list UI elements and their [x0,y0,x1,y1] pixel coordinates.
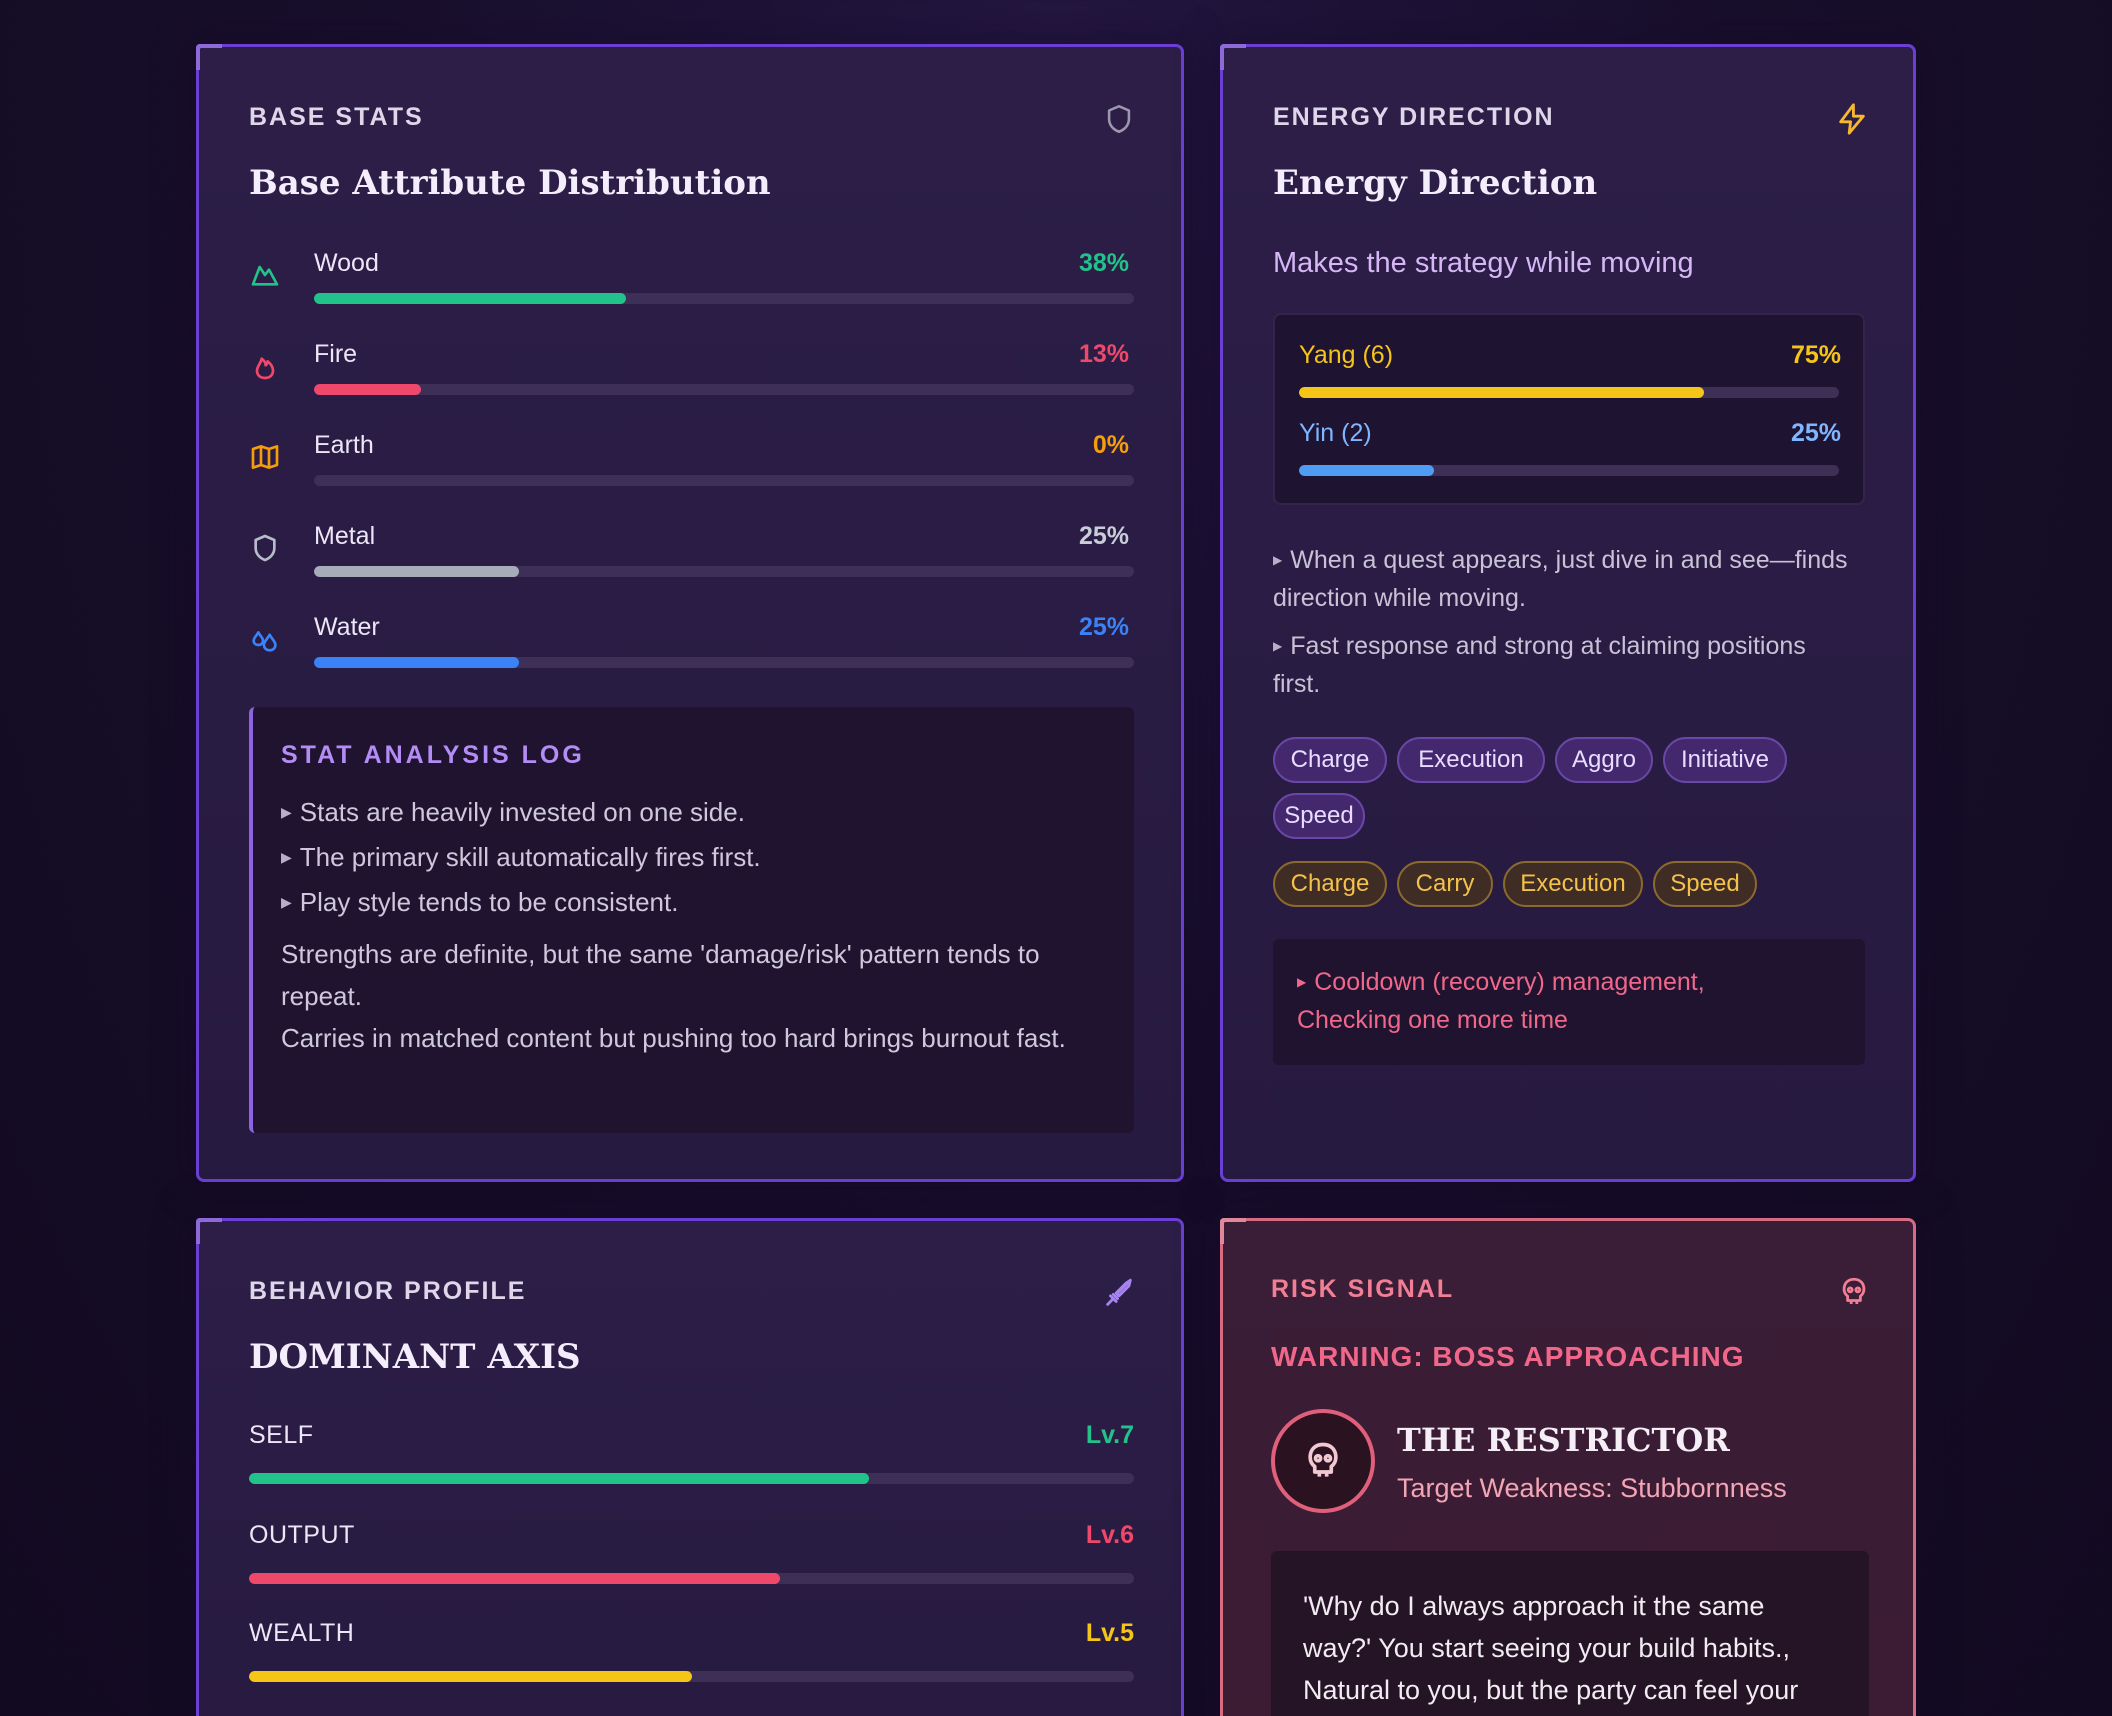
axis-level-output: Lv.6 [1085,1521,1134,1549]
log-bullet: ▶ Play style tends to be consistent. [281,887,679,917]
axis-bar-fill-output [249,1573,780,1584]
log-paragraph: Strengths are definite, but the same 'da… [281,939,1040,1011]
energy-eyebrow: ENERGY DIRECTION [1273,103,1555,131]
stat-bar-earth [314,475,1134,486]
energy-warning-text: ▶ Cooldown (recovery) management, Checkin… [1297,968,1705,1034]
boss-weakness: Target Weakness: Stubbornness [1397,1473,1787,1503]
sword-icon [1106,1278,1132,1306]
stat-bar-fire [314,384,1134,395]
tag-chip: Execution [1503,861,1643,907]
shield-icon [254,534,276,562]
risk-warning-title: WARNING: BOSS APPROACHING [1271,1341,1745,1372]
stat-analysis-log: STAT ANALYSIS LOG ▶ Stats are heavily inv… [249,707,1134,1133]
base-stats-title: Base Attribute Distribution [249,163,771,203]
map-icon [251,445,279,469]
tag-chip: Carry [1397,861,1493,907]
energy-subtitle: Makes the strategy while moving [1273,247,1694,279]
tag-chip: Execution [1397,737,1545,783]
axis-bar-fill-self [249,1473,869,1484]
energy-note: ▶ When a quest appears, just dive in and … [1273,546,1848,612]
energy-title: Energy Direction [1273,163,1598,203]
energy-direction-card: ENERGY DIRECTION Energy Direction Makes … [1220,44,1916,1182]
stat-pct-wood: 38% [1078,249,1129,277]
mountain-icon [251,265,279,286]
stat-bar-water [314,657,1134,668]
stat-label-wood: Wood [314,249,379,277]
log-paragraph: Carries in matched content but pushing t… [281,1023,1066,1053]
axis-level-wealth: Lv.5 [1085,1619,1134,1647]
axis-bar-self [249,1473,1134,1484]
axis-bar-output [249,1573,1134,1584]
flame-icon [255,357,275,380]
behavior-profile-card: BEHAVIOR PROFILE DOMINANT AXIS SELF Lv.7… [196,1218,1184,1716]
axis-label-output: OUTPUT [249,1521,355,1549]
risk-quote-line: Natural to you, but the party can feel y… [1303,1675,1799,1705]
yang-label: Yang (6) [1299,341,1394,369]
risk-quote-line: 'Why do I always approach it the same [1303,1591,1765,1621]
stat-pct-fire: 13% [1078,340,1129,368]
yang-bar-fill [1299,387,1704,398]
stat-label-metal: Metal [314,522,376,550]
stat-bar-metal [314,566,1134,577]
stat-bar-fill-metal [314,566,519,577]
stat-pct-water: 25% [1078,613,1129,641]
stat-bar-fill-fire [314,384,421,395]
boss-name: THE RESTRICTOR [1397,1421,1730,1459]
energy-note: ▶ Fast response and strong at claiming po… [1273,632,1806,698]
energy-warning-box: ▶ Cooldown (recovery) management, Checkin… [1273,939,1865,1065]
stat-analysis-log-title: STAT ANALYSIS LOG [281,741,585,769]
stat-pct-earth: 0% [1092,431,1129,459]
stat-label-water: Water [314,613,380,641]
axis-label-wealth: WEALTH [249,1619,355,1647]
log-bullet: ▶ Stats are heavily invested on one side. [281,797,745,827]
stat-bar-fill-water [314,657,519,668]
behavior-eyebrow: BEHAVIOR PROFILE [249,1277,527,1305]
risk-quote-line: way?' You start seeing your build habits… [1303,1633,1790,1663]
tag-chip: Speed [1653,861,1757,907]
tag-chip: Charge [1273,737,1387,783]
stat-label-earth: Earth [314,431,374,459]
tag-chip: Initiative [1663,737,1787,783]
yin-pct: 25% [1790,419,1841,447]
axis-bar-fill-wealth [249,1671,692,1682]
shield-icon [1107,104,1131,134]
risk-eyebrow: RISK SIGNAL [1271,1275,1455,1303]
log-bullet: ▶ The primary skill automatically fires f… [281,842,761,872]
base-stats-eyebrow: BASE STATS [249,103,424,131]
risk-signal-card: RISK SIGNAL WARNING: BOSS APPROACHING TH… [1220,1218,1916,1716]
stat-pct-metal: 25% [1078,522,1129,550]
stat-label-fire: Fire [314,340,358,368]
yin-yang-box: Yang (6) 75% Yin (2) 25% [1273,313,1865,505]
boss-avatar [1271,1409,1375,1513]
axis-level-self: Lv.7 [1085,1421,1134,1449]
axis-bar-wealth [249,1671,1134,1682]
yang-pct: 75% [1790,341,1841,369]
lightning-icon [1839,103,1865,135]
tag-chip: Charge [1273,861,1387,907]
skull-icon [1842,1277,1866,1305]
tag-chip: Aggro [1555,737,1653,783]
stat-bar-fill-wood [314,293,626,304]
yin-label: Yin (2) [1299,419,1372,447]
yin-bar [1299,465,1839,476]
base-stats-card: BASE STATS Base Attribute Distribution W… [196,44,1184,1182]
behavior-title: DOMINANT AXIS [249,1337,581,1377]
tag-chip: Speed [1273,793,1365,839]
droplets-icon [252,631,277,652]
yang-bar [1299,387,1839,398]
stat-bar-wood [314,293,1134,304]
risk-quote-box: 'Why do I always approach it the same wa… [1271,1551,1869,1716]
yin-bar-fill [1299,465,1434,476]
axis-label-self: SELF [249,1421,314,1449]
skull-icon [1308,1442,1338,1477]
